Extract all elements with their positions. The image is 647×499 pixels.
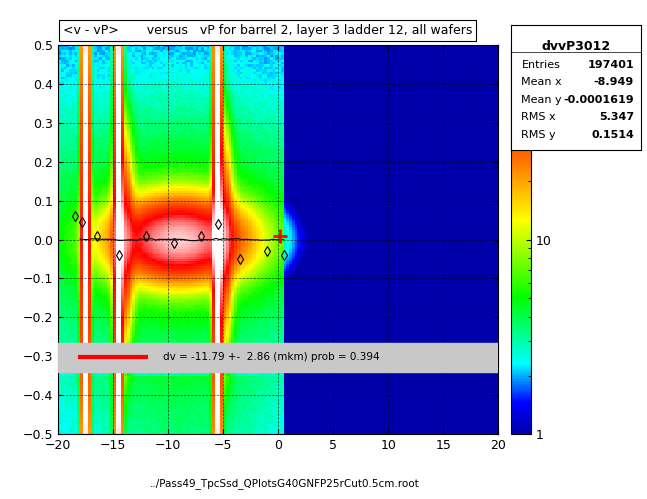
Text: ../Pass49_TpcSsd_QPlotsG40GNFP25rCut0.5cm.root: ../Pass49_TpcSsd_QPlotsG40GNFP25rCut0.5c… bbox=[150, 478, 419, 489]
Text: Mean x: Mean x bbox=[521, 77, 562, 87]
Text: dv = -11.79 +-  2.86 (mkm) prob = 0.394: dv = -11.79 +- 2.86 (mkm) prob = 0.394 bbox=[162, 352, 379, 362]
Text: dvvP3012: dvvP3012 bbox=[542, 40, 610, 53]
Text: Mean y: Mean y bbox=[521, 95, 562, 105]
Text: 197401: 197401 bbox=[587, 60, 634, 70]
Text: RMS y: RMS y bbox=[521, 130, 556, 140]
Text: -0.0001619: -0.0001619 bbox=[564, 95, 634, 105]
Bar bbox=[58, 343, 498, 372]
Text: 0.1514: 0.1514 bbox=[591, 130, 634, 140]
Text: <v - vP>       versus   vP for barrel 2, layer 3 ladder 12, all wafers: <v - vP> versus vP for barrel 2, layer 3… bbox=[63, 24, 472, 37]
Text: -8.949: -8.949 bbox=[594, 77, 634, 87]
Text: Entries: Entries bbox=[521, 60, 560, 70]
Text: 5.347: 5.347 bbox=[599, 112, 634, 122]
Text: RMS x: RMS x bbox=[521, 112, 556, 122]
